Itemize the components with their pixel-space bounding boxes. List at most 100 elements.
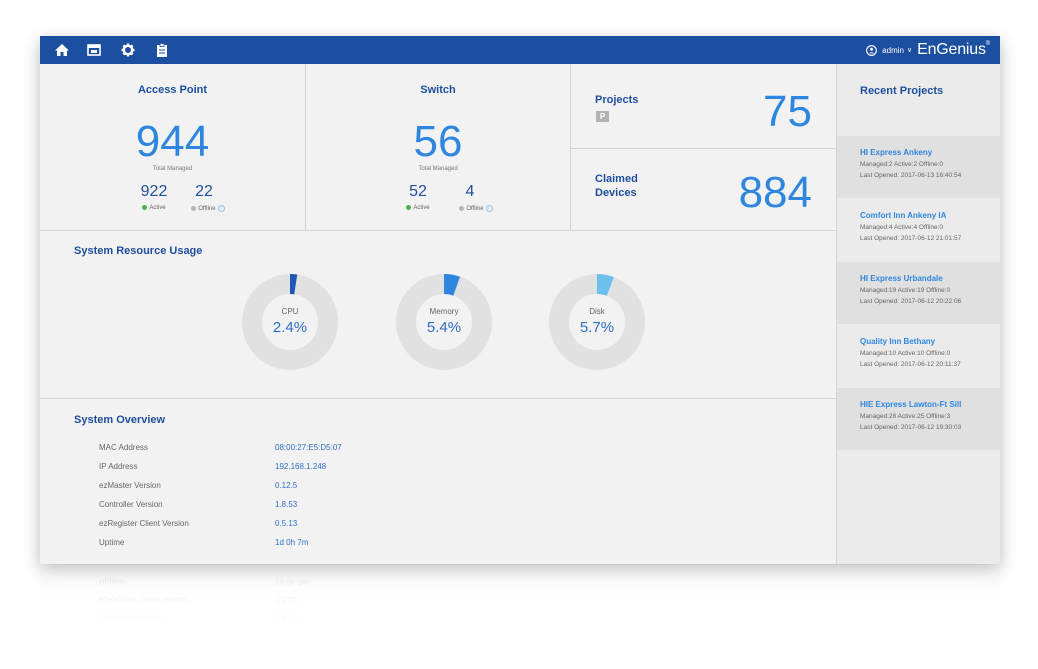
overview-label: ezMaster Version: [99, 481, 161, 490]
project-p-icon: P: [596, 111, 609, 122]
app-window: admin ∨ EnGenius® Access Point 944 Total…: [40, 36, 1000, 564]
project-stats: Managed:19 Active:19 Offline:0: [860, 287, 951, 294]
gauge-memory: Memory 5.4%: [396, 274, 492, 370]
switch-offline-label: Offline i: [446, 205, 506, 212]
projects-count: 75: [763, 87, 812, 136]
reflection-background: [40, 565, 1000, 645]
switch-total-label: Total Managed: [418, 166, 458, 172]
project-last-opened: Last Opened: 2017-06-12 21:01:57: [860, 235, 962, 242]
gauge-label: Disk: [589, 307, 605, 316]
recent-project-item[interactable]: Comfort Inn Ankeny IA Managed:4 Active:4 …: [837, 199, 1000, 261]
donut-chart: [242, 274, 338, 370]
donut-usage-arc: [596, 274, 614, 296]
access-point-active-count: 922: [140, 183, 168, 200]
brand-registered-mark: ®: [985, 41, 990, 47]
gauge-cpu: CPU 2.4%: [242, 274, 338, 370]
info-icon[interactable]: i: [485, 205, 493, 212]
project-name-link[interactable]: HI Express Ankeny: [860, 148, 933, 157]
user-menu[interactable]: admin ∨ EnGenius®: [866, 36, 990, 64]
overview-value: 1.8.53: [275, 500, 298, 509]
offline-status-dot: [191, 206, 197, 211]
divider: [571, 148, 836, 149]
brand-logo: EnGenius®: [917, 41, 990, 59]
project-name-link[interactable]: Comfort Inn Ankeny IA: [860, 211, 947, 220]
user-name[interactable]: admin: [882, 45, 904, 55]
recent-projects-sidebar: Recent Projects HI Express Ankeny Managed…: [836, 64, 1000, 564]
overview-row: IP Address 192.168.1.248: [40, 462, 836, 480]
overview-row: ezRegister Client Version 0.5.13: [40, 519, 836, 537]
overview-value: 0.12.5: [275, 481, 298, 490]
gauge-value: 5.4%: [426, 319, 462, 336]
access-point-offline-label: Offline i: [178, 205, 238, 212]
switch-card[interactable]: Switch 56 Total Managed 52 Active 4 Offl…: [306, 64, 570, 230]
gauge-value: 5.7%: [579, 319, 615, 336]
chevron-down-icon[interactable]: ∨: [906, 47, 913, 54]
project-name-link[interactable]: HI Express Urbandale: [860, 274, 943, 283]
project-stats: Managed:2 Active:2 Offline:0: [860, 161, 943, 168]
window-reflection: Uptime 1d 0h 7m ezRegister Client Versio…: [40, 565, 1000, 645]
access-point-total: 944: [135, 117, 210, 166]
project-stats: Managed:4 Active:4 Offline:0: [860, 224, 943, 231]
gauge-label: Memory: [429, 307, 459, 316]
divider: [40, 398, 836, 399]
projects-title: Projects: [595, 94, 639, 106]
offline-status-dot: [459, 206, 465, 211]
info-icon[interactable]: i: [217, 205, 225, 212]
project-last-opened: Last Opened: 2017-06-13 16:40:54: [860, 172, 962, 179]
project-name-link[interactable]: HIE Express Lawton-Ft Sill: [860, 400, 962, 409]
active-status-dot: [406, 205, 412, 210]
recent-project-item[interactable]: HIE Express Lawton-Ft Sill Managed:28 Act…: [837, 388, 1000, 450]
clipboard-icon[interactable]: [154, 42, 170, 58]
system-resource-title: System Resource Usage: [74, 245, 203, 257]
system-overview-panel: System Overview MAC Address 08:00:27:E5:D…: [40, 399, 836, 564]
system-overview-title: System Overview: [74, 414, 166, 426]
overview-label: Uptime: [99, 538, 125, 547]
claimed-devices-card[interactable]: Claimed Devices 884: [571, 149, 836, 230]
gauge-disk: Disk 5.7%: [549, 274, 645, 370]
donut-chart: [396, 274, 492, 370]
recent-project-item[interactable]: HI Express Urbandale Managed:19 Active:19…: [837, 262, 1000, 324]
user-icon: [866, 44, 878, 56]
system-resource-panel: System Resource Usage CPU 2.4% Memory 5.4% D…: [40, 231, 836, 397]
switch-offline-count: 4: [465, 183, 475, 200]
switch-title: Switch: [420, 84, 456, 96]
active-status-dot: [142, 205, 148, 210]
claimed-devices-title: Claimed Devices: [595, 173, 638, 199]
home-icon[interactable]: [54, 42, 70, 58]
overview-row: MAC Address 08:00:27:E5:D5:07: [40, 443, 836, 461]
brand-name: EnGenius: [917, 41, 986, 58]
overview-value: 1d 0h 7m: [275, 538, 309, 547]
gear-icon[interactable]: [120, 42, 136, 58]
overview-row: Uptime 1d 0h 7m: [40, 538, 836, 556]
switch-active-count: 52: [409, 183, 427, 200]
overview-value: 192.168.1.248: [275, 462, 327, 471]
project-name-link[interactable]: Quality Inn Bethany: [860, 337, 936, 346]
access-point-total-label: Total Managed: [152, 166, 193, 172]
access-point-card[interactable]: Access Point 944 Total Managed 922 Activ…: [40, 64, 305, 230]
overview-label: IP Address: [99, 462, 138, 471]
divider: [570, 64, 571, 230]
overview-row: Controller Version 1.8.53: [40, 500, 836, 518]
access-point-title: Access Point: [137, 84, 208, 96]
overview-value: 08:00:27:E5:D5:07: [275, 443, 342, 452]
gauge-value: 2.4%: [272, 319, 308, 336]
donut-chart: [549, 274, 645, 370]
dashboard-icon[interactable]: [86, 42, 102, 58]
switch-active-label: Active: [388, 205, 448, 211]
donut-usage-arc: [443, 274, 460, 296]
projects-card[interactable]: Projects P 75: [571, 64, 836, 148]
recent-project-item[interactable]: HI Express Ankeny Managed:2 Active:2 Offl…: [837, 136, 1000, 198]
switch-total: 56: [413, 117, 463, 166]
project-last-opened: Last Opened: 2017-06-12 20:11:37: [860, 361, 961, 368]
access-point-offline-count: 22: [195, 183, 213, 200]
project-last-opened: Last Opened: 2017-06-12 20:22:06: [860, 298, 962, 305]
recent-project-item[interactable]: Quality Inn Bethany Managed:10 Active:10 …: [837, 325, 1000, 387]
project-last-opened: Last Opened: 2017-06-12 19:30:03: [860, 424, 962, 431]
top-navigation-bar: admin ∨ EnGenius®: [40, 36, 1000, 64]
recent-projects-title: Recent Projects: [860, 85, 944, 97]
overview-label: Controller Version: [99, 500, 163, 509]
gauge-label: CPU: [281, 307, 299, 316]
reflection-fade: [40, 565, 1000, 645]
access-point-active-label: Active: [124, 205, 184, 211]
